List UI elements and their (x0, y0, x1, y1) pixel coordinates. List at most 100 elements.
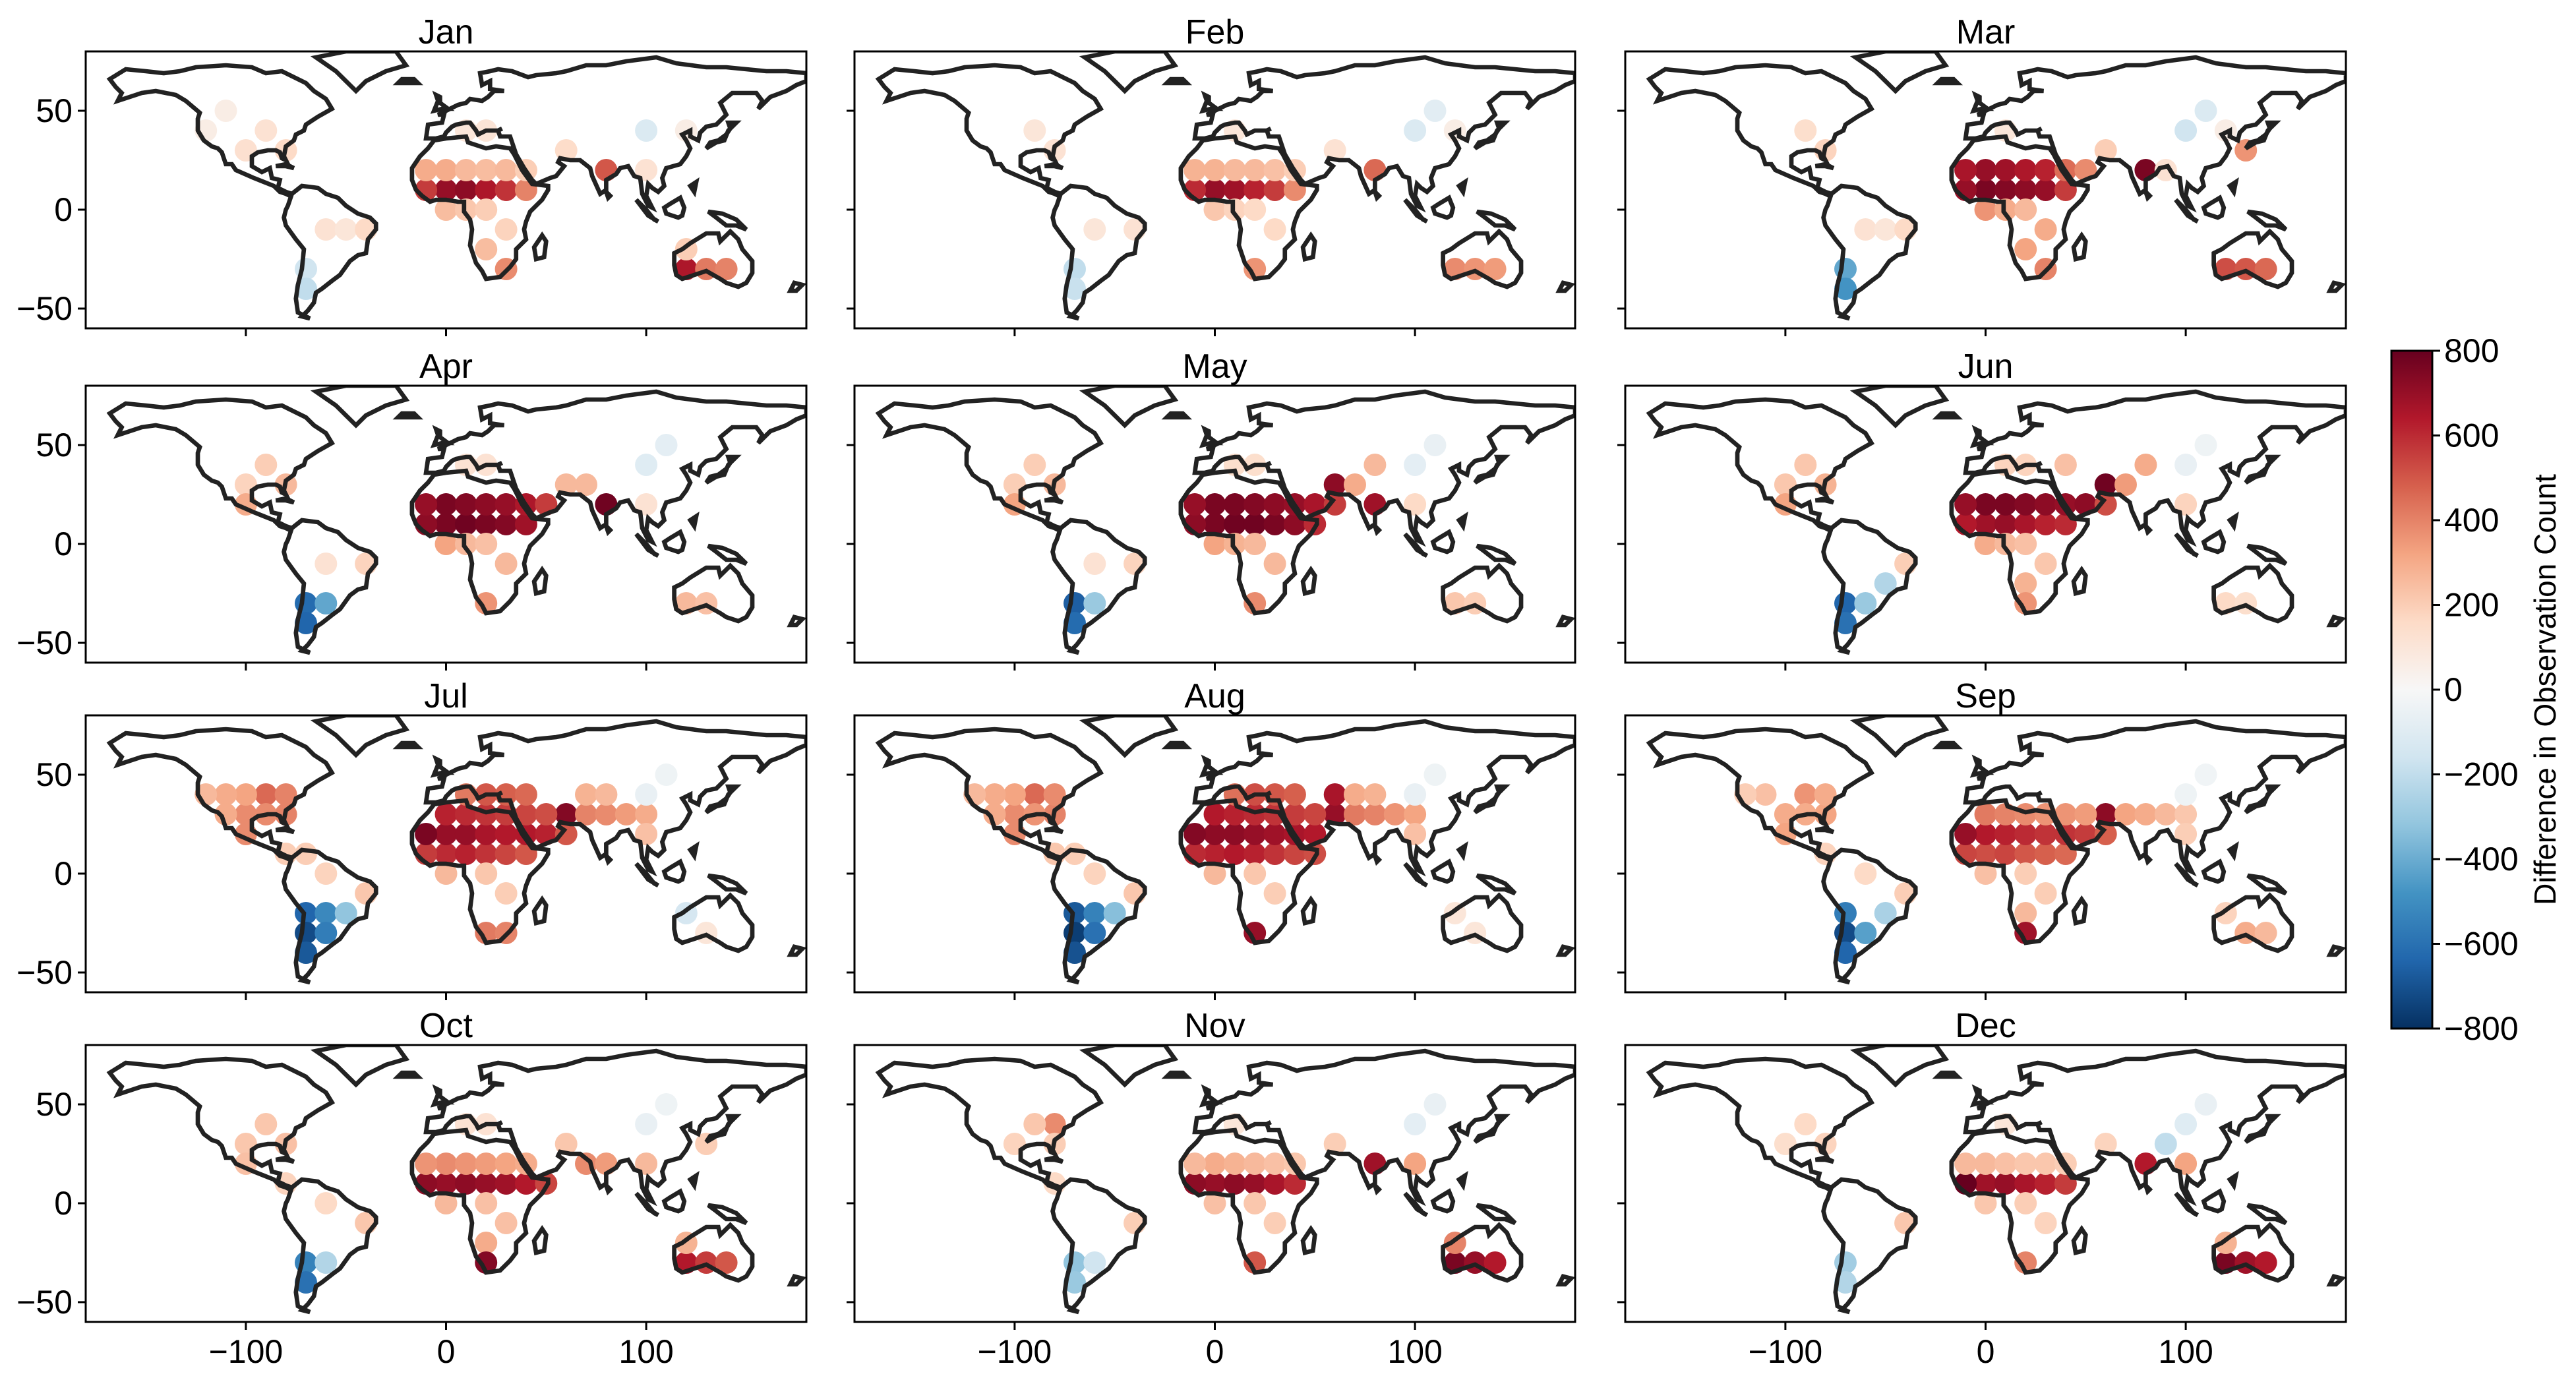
data-point (1404, 1113, 1427, 1135)
data-point (1423, 1093, 1447, 1116)
data-point (415, 493, 438, 516)
data-point (2114, 473, 2137, 496)
data-point (1303, 803, 1327, 825)
data-point (475, 533, 498, 555)
data-point (2014, 843, 2037, 865)
panel-may: May (847, 347, 1576, 671)
data-point (1243, 159, 1267, 181)
data-point (1323, 139, 1346, 162)
panel-title: Aug (1184, 677, 1245, 715)
data-point (2194, 763, 2217, 786)
panel-dec: Dec −100 0 100 (1617, 1007, 2347, 1370)
data-point (494, 493, 518, 516)
panel-title: May (1182, 347, 1247, 386)
data-point (1994, 493, 2017, 516)
data-point (1974, 862, 1997, 885)
colorbar-label: Difference in Observation Count (2528, 474, 2562, 905)
data-point (1974, 198, 1997, 221)
data-point (1223, 1152, 1246, 1175)
x-tick-label: 100 (2158, 1333, 2213, 1370)
panel-title: Oct (419, 1007, 473, 1045)
x-tick-label: −100 (1749, 1333, 1823, 1370)
data-point (2134, 803, 2157, 825)
data-point (1404, 783, 1427, 806)
data-point (514, 803, 537, 825)
data-point (1263, 513, 1286, 535)
colorbar-tick-label: 600 (2444, 417, 2499, 454)
data-point (2174, 454, 2198, 476)
data-point (1974, 1152, 1997, 1175)
data-point (1243, 533, 1267, 555)
y-tick-label: −50 (16, 1284, 73, 1321)
data-point (1483, 258, 1507, 280)
data-point (1203, 533, 1226, 555)
data-point (1223, 513, 1246, 535)
data-point (454, 493, 477, 516)
data-point (2194, 1093, 2217, 1116)
data-point (454, 823, 477, 845)
data-point (1974, 493, 1997, 516)
data-point (1183, 493, 1207, 516)
data-point (554, 803, 578, 825)
data-point (1754, 783, 1777, 806)
data-point (315, 862, 338, 885)
data-point (434, 823, 458, 845)
data-point (475, 592, 498, 614)
data-point (1243, 922, 1267, 944)
data-point (1794, 783, 1817, 806)
data-point (475, 823, 498, 845)
data-point (635, 119, 658, 142)
data-point (475, 1152, 498, 1175)
panel-title: Feb (1185, 13, 1245, 51)
data-point (1203, 159, 1226, 181)
data-point (2254, 1251, 2277, 1274)
data-point (715, 1251, 738, 1274)
data-point (2014, 1192, 2037, 1214)
data-point (1183, 159, 1207, 181)
data-point (1083, 218, 1106, 241)
data-point (1223, 1172, 1246, 1195)
data-point (535, 803, 558, 825)
data-point (1263, 553, 1286, 575)
data-point (2014, 159, 2037, 181)
data-point (1103, 902, 1126, 924)
data-point (595, 803, 618, 825)
colorbar: 800 600 400 200 0 −200 −400 −600 −800 Difference … (2390, 332, 2562, 1047)
data-point (1854, 922, 1877, 944)
data-point (2014, 902, 2037, 924)
data-point (2034, 823, 2057, 845)
colorbar-tick-label: 200 (2444, 587, 2499, 624)
x-tick-label: −100 (978, 1333, 1052, 1370)
data-point (2254, 258, 2277, 280)
y-tick-label: −50 (16, 290, 73, 327)
data-point (295, 843, 317, 865)
data-point (2014, 513, 2037, 535)
data-point (1263, 493, 1286, 516)
colorbar-tick-label: −600 (2444, 926, 2519, 963)
y-tick-label: 50 (36, 427, 73, 464)
data-point (1223, 823, 1246, 845)
data-point (1023, 119, 1046, 142)
data-point (1083, 922, 1106, 944)
data-point (1954, 159, 1977, 181)
data-point (475, 1192, 498, 1214)
panel-oct: Oct 50 0 −50 −100 0 100 (16, 1007, 808, 1370)
data-point (2014, 533, 2037, 555)
x-tick-label: 0 (1206, 1333, 1224, 1370)
data-point (2174, 803, 2198, 825)
y-tick-label: 50 (36, 756, 73, 793)
data-point (454, 1152, 477, 1175)
data-point (315, 922, 338, 944)
data-point (2174, 119, 2198, 142)
panel-title: Jan (419, 13, 474, 51)
data-point (2094, 1133, 2117, 1155)
panel-title: Apr (419, 347, 473, 386)
data-point (2034, 882, 2057, 905)
colorbar-tick-label: 0 (2444, 671, 2463, 708)
data-point (1814, 783, 1837, 806)
data-point (315, 902, 338, 924)
data-point (494, 218, 518, 241)
data-point (1223, 843, 1246, 865)
data-point (614, 803, 638, 825)
data-point (1243, 513, 1267, 535)
